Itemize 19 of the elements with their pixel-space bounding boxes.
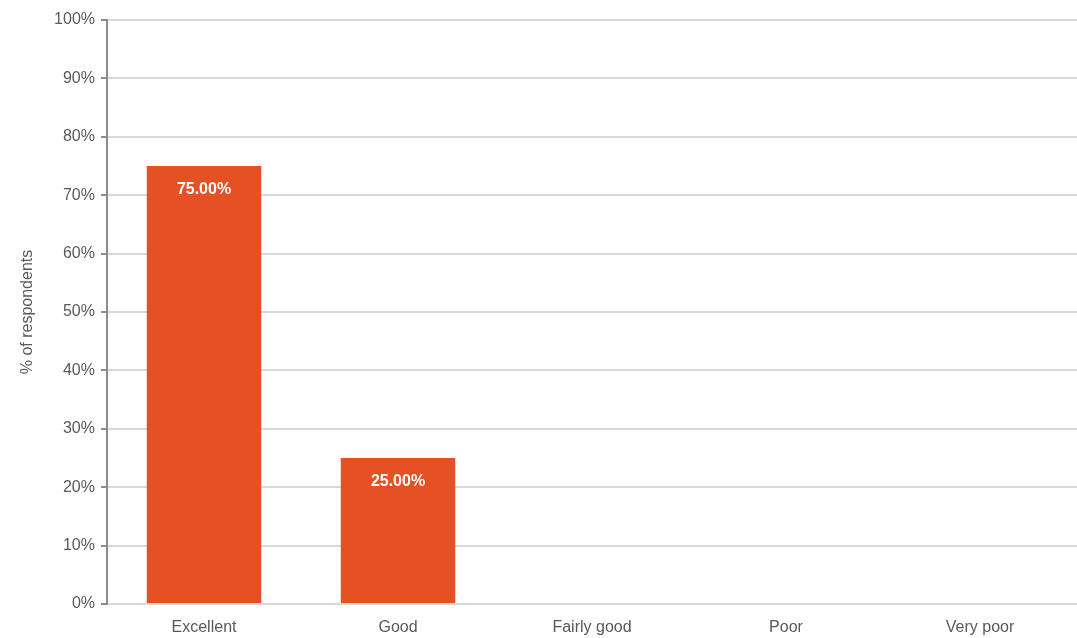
x-tick-label: Poor xyxy=(769,618,804,636)
y-tick-label: 100% xyxy=(54,10,95,28)
y-tick-label: 30% xyxy=(62,419,95,437)
y-tick-label: 90% xyxy=(62,68,95,86)
y-tick-label: 10% xyxy=(62,536,95,554)
x-tick-label: Excellent xyxy=(171,618,238,636)
y-tick-label: 50% xyxy=(62,302,95,320)
x-tick-label: Very poor xyxy=(945,618,1015,636)
y-axis-title: % of respondents xyxy=(18,249,36,375)
y-tick-label: 20% xyxy=(62,477,95,495)
y-tick-label: 70% xyxy=(62,185,95,203)
y-tick-label: 0% xyxy=(71,594,95,612)
y-tick-label: 40% xyxy=(62,360,95,378)
data-label: 75.00% xyxy=(176,180,232,198)
x-tick-label: Fairly good xyxy=(552,618,632,636)
x-tick-label: Good xyxy=(378,618,418,636)
y-tick-label: 80% xyxy=(62,127,95,145)
data-label: 25.00% xyxy=(370,472,426,490)
y-tick-label: 60% xyxy=(62,244,95,262)
